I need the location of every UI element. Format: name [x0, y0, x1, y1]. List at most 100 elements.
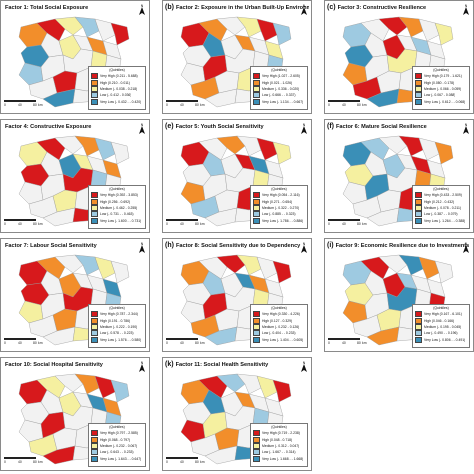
- scale-bar: 0 40 80 km: [166, 338, 206, 347]
- legend-swatch: [91, 455, 98, 462]
- municipality-region: [110, 379, 130, 403]
- legend-entry: Low (- 0.067 - 0.088): [415, 92, 467, 99]
- legend-entry: Medium (- 0.066 - 0.059): [415, 85, 467, 92]
- legend-entry: High (0.212 - 0.432): [415, 198, 467, 205]
- legend-label: Very Low (- 1.576 - - 0.580): [100, 337, 142, 342]
- legend-entry: Low (- 0.490 - - 0.196): [415, 330, 467, 337]
- north-label: N: [465, 242, 468, 246]
- municipality-region: [236, 373, 262, 395]
- legend-entry: Low (- 0.387 - - 0.079): [415, 211, 467, 218]
- legend-swatch: [91, 311, 98, 318]
- legend-header: (Quintiles): [433, 306, 449, 310]
- panel-title-text: Factor 9: Economic Resilience due to Inv…: [335, 243, 470, 249]
- legend-swatch: [253, 85, 260, 92]
- panel-title: Factor 4: Constructive Exposure: [3, 122, 147, 132]
- legend-label: High (0.127 - 0.329): [262, 318, 293, 323]
- map-legend: (Quintiles) Very High (1.027 - 2.605) High…: [250, 66, 308, 110]
- municipality-region: [216, 254, 246, 274]
- map-legend: (Quintiles) Very High (0.167 - 6.101) High…: [412, 304, 470, 348]
- scale-label: 80: [195, 222, 199, 226]
- panel-letter: (h): [165, 242, 174, 249]
- scale-bar-graphic: [4, 100, 36, 102]
- legend-label: High (0.256 - 0.692): [100, 199, 131, 204]
- scale-label: km: [362, 341, 367, 345]
- municipality-region: [398, 135, 424, 157]
- legend-swatch: [91, 449, 98, 456]
- legend-header: (Quintiles): [271, 187, 287, 191]
- legend-swatch: [253, 217, 260, 224]
- map-panel: Factor 7: Labour Social Sensitivity N (Qui…: [0, 238, 150, 352]
- panel-title: (b) Factor 2: Exposure in the Urban Built…: [165, 3, 309, 13]
- municipality-region: [54, 135, 84, 155]
- legend-entry: Very Low (- 1.134 - - 0.667): [253, 98, 305, 105]
- north-arrow-icon: N: [301, 361, 307, 372]
- scale-bar: 0 40 80 km: [328, 100, 368, 109]
- municipality-region: [398, 16, 424, 38]
- municipality-region: [418, 256, 440, 280]
- map-legend: (Quintiles) Very High (0.211 - 5.688) High…: [88, 66, 146, 110]
- legend-label: Very Low (- 1.264 - - 0.388): [424, 218, 466, 223]
- legend-swatch: [415, 85, 422, 92]
- legend-label: Very Low (- 0.806 - - 0.491): [424, 337, 466, 342]
- municipality-region: [216, 373, 246, 393]
- legend-swatch: [91, 98, 98, 105]
- scale-label: km: [200, 460, 205, 464]
- legend-entry: Medium (- 0.312 - 0.047): [253, 442, 305, 449]
- legend-swatch: [253, 198, 260, 205]
- legend-swatch: [253, 92, 260, 99]
- legend-label: Low (- 0.643 - - 0.233): [100, 450, 134, 455]
- scale-bar-graphic: [166, 100, 198, 102]
- legend-label: Medium (- 0.066 - 0.059): [424, 86, 462, 91]
- municipality-region: [198, 18, 228, 42]
- panel-letter: (c): [327, 4, 336, 11]
- scale-label: km: [38, 341, 43, 345]
- legend-swatch: [415, 317, 422, 324]
- scale-label: 80: [357, 222, 361, 226]
- legend-swatch: [253, 211, 260, 218]
- legend-label: Very High (0.330 - 4.226): [262, 312, 300, 317]
- legend-label: Low (- 0.412 - 0.036): [100, 93, 132, 98]
- legend-entry: Very High (0.787 - 2.344): [91, 311, 143, 318]
- legend-swatch: [91, 336, 98, 343]
- scale-bar-graphic: [4, 338, 36, 340]
- scale-label: 0: [4, 103, 6, 107]
- north-label: N: [141, 123, 144, 127]
- legend-label: Very Low (- 0.432 - - 0.420): [100, 99, 142, 104]
- panel-title-text: Factor 10: Social Hospital Sensitivity: [5, 362, 103, 368]
- scale-label: km: [38, 222, 43, 226]
- map-panel: (i) Factor 9: Economic Resilience due to …: [324, 238, 474, 352]
- map-panel: Factor 10: Social Hospital Sensitivity N (…: [0, 357, 150, 471]
- scale-bar-graphic: [4, 219, 36, 221]
- legend-swatch: [91, 436, 98, 443]
- municipality-region: [94, 137, 116, 161]
- scale-label: 40: [18, 341, 22, 345]
- legend-entry: High (0.210 - 0.011): [91, 79, 143, 86]
- north-label: N: [465, 123, 468, 127]
- legend-entry: Medium (- 0.336 - 0.020): [253, 85, 305, 92]
- panel-title-text: Factor 11: Social Health Sensitivity: [175, 362, 269, 368]
- municipality-region: [378, 254, 408, 274]
- municipality-region: [272, 22, 292, 46]
- municipality-region: [256, 18, 278, 42]
- panel-title: (i) Factor 9: Economic Resilience due to …: [327, 241, 471, 251]
- legend-swatch: [253, 449, 260, 456]
- panel-letter: (b): [165, 4, 174, 11]
- municipality-region: [54, 16, 84, 36]
- legend-label: Very High (0.719 - 2.238): [262, 431, 300, 436]
- municipality-region: [360, 18, 390, 42]
- legend-label: Low (- 1.667 - - 0.314): [262, 450, 296, 455]
- scale-label: 80: [33, 460, 37, 464]
- legend-entry: Low (- 1.667 - - 0.314): [253, 449, 305, 456]
- north-label: N: [141, 361, 144, 365]
- municipality-region: [36, 137, 66, 161]
- scale-label: 0: [4, 222, 6, 226]
- map-legend: (Quintiles) Very High (0.719 - 2.238) High…: [250, 423, 308, 467]
- map-panel: (c) Factor 3: Constructive Resilience N (Qu…: [324, 0, 474, 114]
- legend-swatch: [415, 336, 422, 343]
- legend-header: (Quintiles): [271, 306, 287, 310]
- legend-swatch: [415, 92, 422, 99]
- scale-label: km: [38, 103, 43, 107]
- scale-label: 40: [180, 460, 184, 464]
- municipality-region: [434, 22, 454, 46]
- legend-label: High (0.212 - 0.432): [424, 199, 455, 204]
